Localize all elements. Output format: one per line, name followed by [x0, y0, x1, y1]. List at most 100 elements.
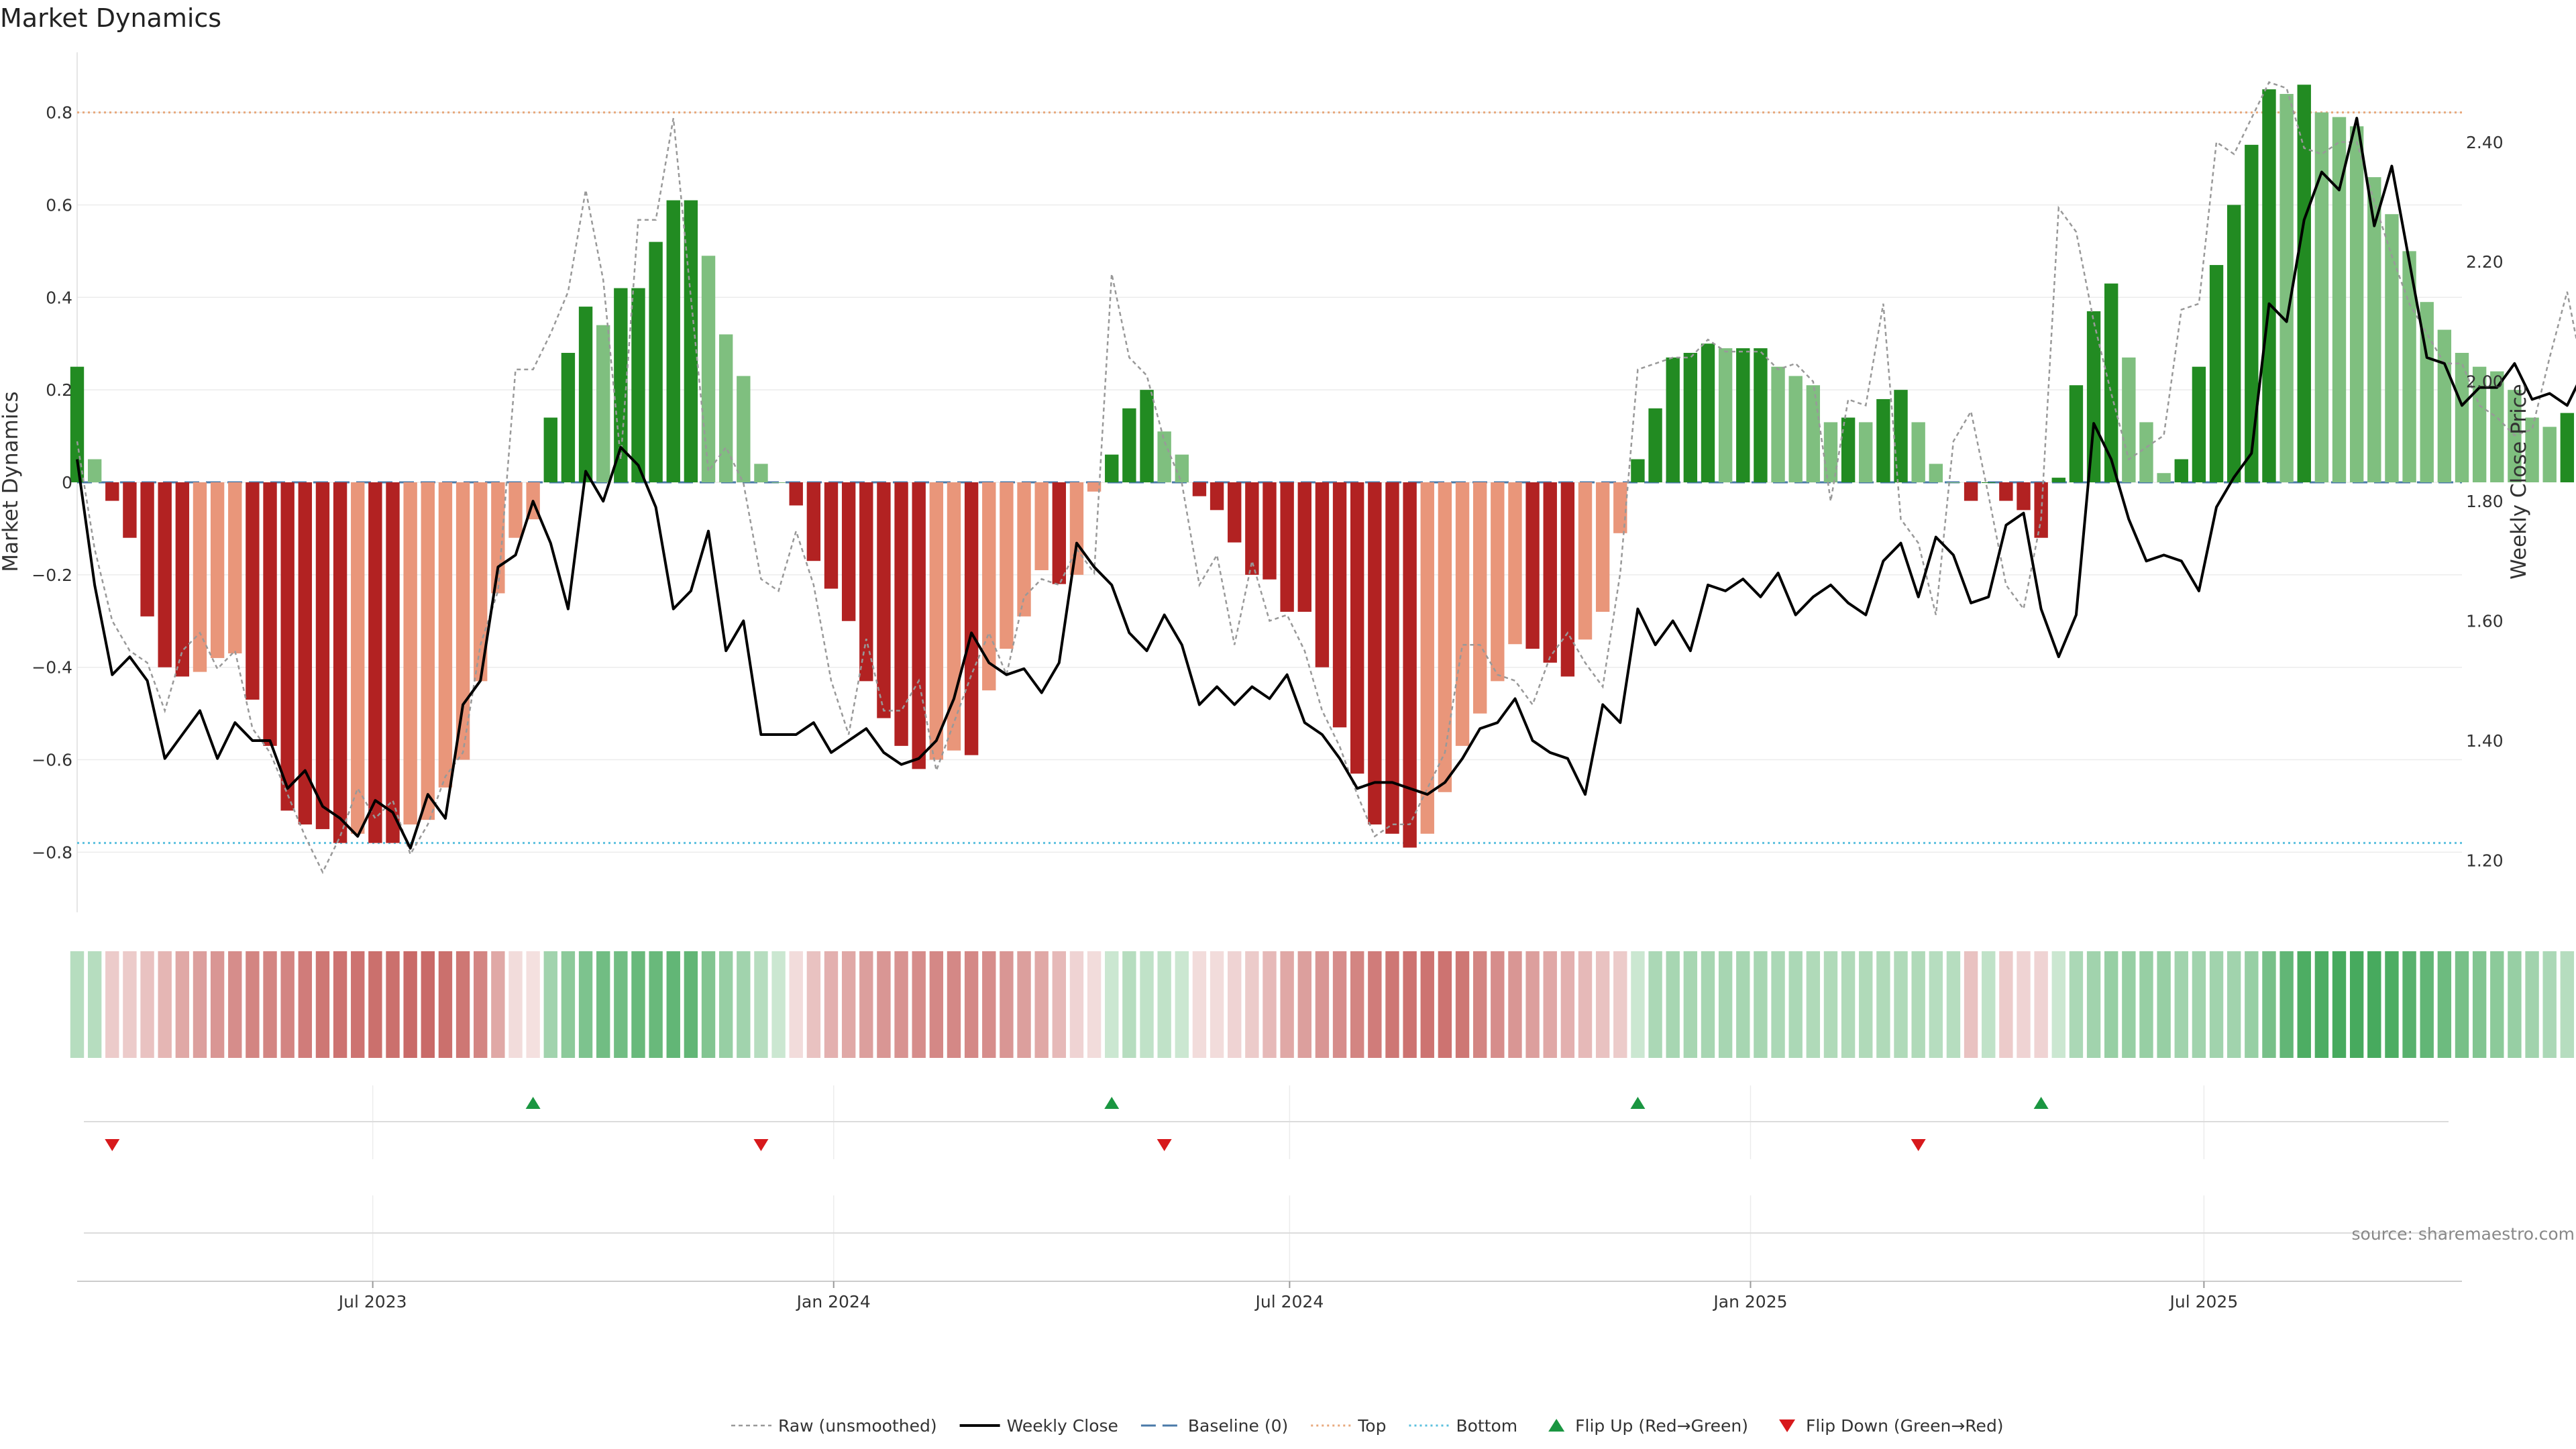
bar-141: [2542, 427, 2557, 482]
strip-cell-69: [1280, 951, 1294, 1058]
strip-cell-27: [543, 951, 557, 1058]
strip-cell-93: [1701, 951, 1715, 1058]
strip-cell-101: [1841, 951, 1856, 1058]
bar-54: [1017, 482, 1031, 616]
strip-cell-111: [2017, 951, 2031, 1058]
bar-123: [2226, 205, 2241, 482]
bar-107: [1946, 482, 1961, 483]
strip-cell-99: [1806, 951, 1821, 1058]
strip-cell-12: [280, 951, 294, 1058]
bar-27: [543, 417, 557, 482]
strip-cell-43: [824, 951, 839, 1058]
bar-6: [175, 482, 190, 677]
bar-24: [491, 482, 505, 594]
bar-142: [2560, 413, 2575, 482]
bar-105: [1911, 422, 1925, 482]
strip-cell-19: [403, 951, 417, 1058]
strip-cell-104: [1894, 951, 1908, 1058]
bar-7: [193, 482, 207, 672]
left-axis-label: Market Dynamics: [0, 391, 23, 572]
bar-3: [123, 482, 137, 538]
bar-61: [1140, 390, 1154, 482]
strip-cell-129: [2332, 951, 2347, 1058]
strip-cell-16: [351, 951, 365, 1058]
legend-symbol-flip_down: [1779, 1419, 1796, 1432]
strip-cell-115: [2086, 951, 2101, 1058]
strip-cell-138: [2490, 951, 2504, 1058]
legend-label-3: Top: [1357, 1416, 1386, 1436]
strip-cell-113: [2051, 951, 2065, 1058]
empty-panel: [77, 1195, 2462, 1283]
legend-label-6: Flip Down (Green→Red): [1806, 1416, 2004, 1436]
legend-item-5: Flip Up (Red→Green): [1548, 1416, 1748, 1436]
bar-76: [1403, 482, 1417, 848]
strip-cell-13: [298, 951, 313, 1058]
strip-cell-20: [421, 951, 435, 1058]
bar-0: [70, 366, 85, 482]
bar-40: [771, 482, 786, 483]
strip-cell-49: [929, 951, 944, 1058]
strip-cell-89: [1631, 951, 1645, 1058]
strip-cell-68: [1263, 951, 1277, 1058]
strip-cell-135: [2437, 951, 2452, 1058]
left-tick-label-1: −0.6: [32, 751, 72, 770]
left-tick-label-4: 0: [62, 473, 72, 492]
strip-cell-66: [1228, 951, 1242, 1058]
bar-21: [438, 482, 453, 788]
bar-46: [877, 482, 891, 718]
bar-66: [1228, 482, 1242, 543]
strip-cell-137: [2472, 951, 2487, 1058]
strip-cell-24: [491, 951, 505, 1058]
strip-cell-121: [2192, 951, 2206, 1058]
strip-cell-54: [1017, 951, 1031, 1058]
strip-cell-112: [2034, 951, 2048, 1058]
bar-36: [701, 256, 716, 482]
x-tick-label-3: Jan 2025: [1712, 1292, 1787, 1311]
bar-134: [2420, 302, 2434, 482]
bar-119: [2157, 473, 2171, 482]
bar-114: [2069, 385, 2084, 482]
strip-cell-48: [912, 951, 926, 1058]
strip-cell-130: [2349, 951, 2364, 1058]
flip-up-marker-2: [1630, 1097, 1646, 1109]
bar-4: [140, 482, 154, 616]
bar-59: [1105, 454, 1119, 482]
bar-28: [561, 353, 576, 482]
strip-cell-90: [1648, 951, 1662, 1058]
legend-label-0: Raw (unsmoothed): [778, 1416, 937, 1436]
strip-cell-59: [1105, 951, 1119, 1058]
bar-10: [246, 482, 260, 700]
bar-131: [2367, 177, 2381, 482]
strip-cell-39: [754, 951, 768, 1058]
bar-79: [1455, 482, 1470, 746]
strip-cell-126: [2279, 951, 2294, 1058]
bar-44: [841, 482, 856, 621]
bar-29: [578, 307, 593, 482]
bar-11: [263, 482, 277, 746]
right-tick-label-1: 1.40: [2466, 731, 2504, 751]
bar-55: [1034, 482, 1049, 570]
left-tick-label-3: −0.2: [32, 566, 72, 585]
bar-117: [2122, 357, 2136, 482]
bar-130: [2349, 126, 2364, 483]
left-tick-label-8: 0.8: [46, 103, 72, 123]
strip-cell-120: [2174, 951, 2188, 1058]
bar-39: [754, 464, 768, 482]
strip-cell-128: [2314, 951, 2329, 1058]
bar-52: [982, 482, 996, 691]
bar-51: [964, 482, 979, 755]
flip-up-marker-1: [1104, 1097, 1120, 1109]
bar-77: [1420, 482, 1434, 834]
bar-15: [333, 482, 347, 843]
x-tick-label-0: Jul 2023: [337, 1292, 407, 1311]
flip-down-marker-3: [1911, 1139, 1926, 1151]
bar-63: [1175, 454, 1189, 482]
bar-33: [649, 241, 663, 482]
strip-cell-35: [684, 951, 698, 1058]
left-tick-label-0: −0.8: [32, 843, 72, 862]
strip-cell-3: [123, 951, 137, 1058]
strip-cell-67: [1245, 951, 1259, 1058]
strip-cell-30: [596, 951, 610, 1058]
bar-135: [2437, 329, 2452, 482]
